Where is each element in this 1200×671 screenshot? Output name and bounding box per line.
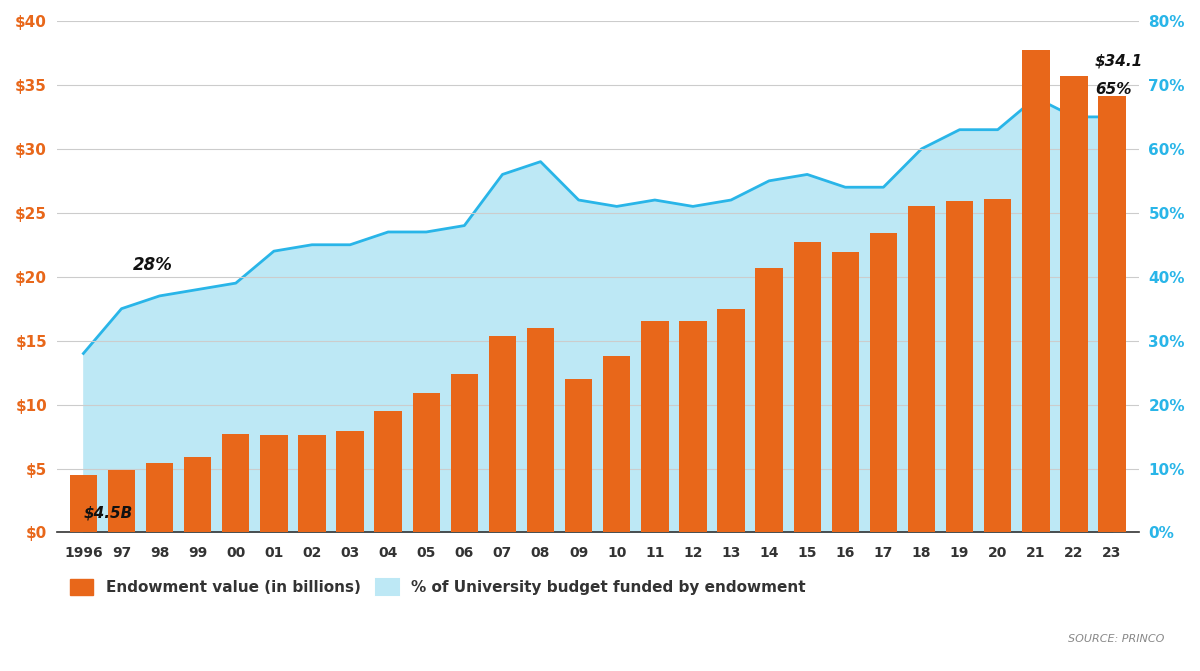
Bar [336,431,364,533]
Bar [108,470,136,533]
Bar [70,475,97,533]
Bar [1060,76,1087,533]
Bar [488,336,516,533]
Bar [1022,50,1050,533]
Bar [527,328,554,533]
Text: 28%: 28% [133,256,173,274]
Bar [222,434,250,533]
Bar [451,374,478,533]
Bar [946,201,973,533]
Bar [756,268,782,533]
Bar [146,464,173,533]
Bar [413,393,440,533]
Bar [641,321,668,533]
Bar [1098,97,1126,533]
Bar [299,435,325,533]
Bar [793,242,821,533]
Bar [565,379,593,533]
Bar [184,457,211,533]
Bar [679,321,707,533]
Bar [832,252,859,533]
Text: 65%: 65% [1094,82,1132,97]
Text: SOURCE: PRINCO: SOURCE: PRINCO [1068,634,1164,644]
Text: $4.5B: $4.5B [83,505,133,520]
Bar [870,234,898,533]
Legend: Endowment value (in billions), % of University budget funded by endowment: Endowment value (in billions), % of Univ… [65,573,811,601]
Bar [374,411,402,533]
Bar [907,207,935,533]
Bar [718,309,745,533]
Bar [260,435,288,533]
Bar [984,199,1012,533]
Text: $34.1: $34.1 [1094,54,1144,68]
Bar [604,356,630,533]
